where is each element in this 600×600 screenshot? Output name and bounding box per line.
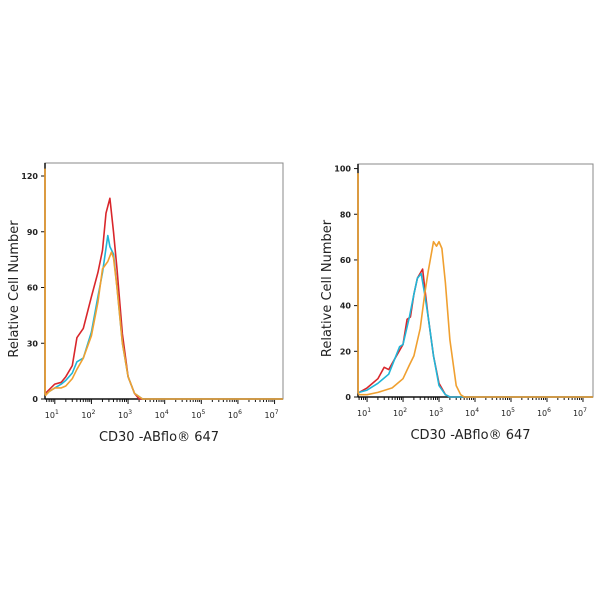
x-tick-exponent: 5 <box>511 407 515 414</box>
y-tick-label: 100 <box>334 165 351 174</box>
histogram-series-3 <box>357 173 593 398</box>
x-tick-exponent: 3 <box>439 407 443 414</box>
x-tick-base: 10 <box>45 411 55 420</box>
x-tick-base: 10 <box>393 409 403 418</box>
x-tick-label: 106 <box>228 409 242 420</box>
x-tick-exponent: 7 <box>275 409 279 416</box>
y-tick-label: 60 <box>340 256 352 265</box>
y-tick-label: 80 <box>340 210 352 219</box>
y-axis-title: Relative Cell Number <box>7 220 22 358</box>
x-tick-label: 104 <box>465 407 479 418</box>
x-tick-label: 103 <box>429 407 443 418</box>
x-tick-exponent: 6 <box>547 407 551 414</box>
x-tick-exponent: 1 <box>55 409 59 416</box>
x-tick-exponent: 2 <box>92 409 96 416</box>
x-tick-exponent: 3 <box>128 409 132 416</box>
x-tick-exponent: 2 <box>403 407 407 414</box>
histogram-series-2 <box>358 272 593 398</box>
x-tick-base: 10 <box>573 409 583 418</box>
x-tick-label: 102 <box>393 407 407 418</box>
x-tick-base: 10 <box>191 411 201 420</box>
x-tick-label: 102 <box>81 409 95 420</box>
x-tick-exponent: 4 <box>475 407 479 414</box>
y-tick-label: 0 <box>345 393 351 402</box>
y-tick-label: 120 <box>21 172 38 181</box>
x-tick-base: 10 <box>465 409 475 418</box>
x-tick-base: 10 <box>429 409 439 418</box>
y-axis-title: Relative Cell Number <box>320 219 335 357</box>
x-tick-base: 10 <box>118 411 128 420</box>
x-tick-label: 105 <box>191 409 205 420</box>
x-axis-title: CD30 -ABflo® 647 <box>99 430 219 445</box>
histogram-series-1 <box>44 197 283 400</box>
x-tick-label: 107 <box>265 409 279 420</box>
x-tick-label: 103 <box>118 409 132 420</box>
histogram-series-2 <box>44 234 283 400</box>
x-tick-exponent: 4 <box>165 409 169 416</box>
histogram-series-3 <box>44 168 283 400</box>
x-tick-label: 101 <box>45 409 59 420</box>
x-tick-base: 10 <box>265 411 275 420</box>
x-tick-base: 10 <box>155 411 165 420</box>
x-tick-label: 101 <box>357 407 371 418</box>
x-tick-base: 10 <box>357 409 367 418</box>
histogram-series-1 <box>358 268 593 398</box>
x-tick-exponent: 6 <box>238 409 242 416</box>
y-tick-label: 90 <box>27 228 39 237</box>
x-tick-exponent: 1 <box>367 407 371 414</box>
x-tick-label: 105 <box>501 407 515 418</box>
x-tick-base: 10 <box>501 409 511 418</box>
x-tick-base: 10 <box>81 411 91 420</box>
x-tick-exponent: 5 <box>201 409 205 416</box>
y-tick-label: 60 <box>27 284 39 293</box>
x-tick-base: 10 <box>537 409 547 418</box>
y-tick-label: 40 <box>340 302 352 311</box>
y-tick-label: 20 <box>340 347 352 356</box>
y-tick-label: 30 <box>27 339 39 348</box>
x-tick-label: 106 <box>537 407 551 418</box>
x-tick-exponent: 7 <box>583 407 587 414</box>
y-tick-label: 0 <box>32 395 38 404</box>
x-axis-title: CD30 -ABflo® 647 <box>410 428 530 443</box>
x-tick-label: 107 <box>573 407 587 418</box>
x-tick-label: 104 <box>155 409 169 420</box>
x-tick-base: 10 <box>228 411 238 420</box>
